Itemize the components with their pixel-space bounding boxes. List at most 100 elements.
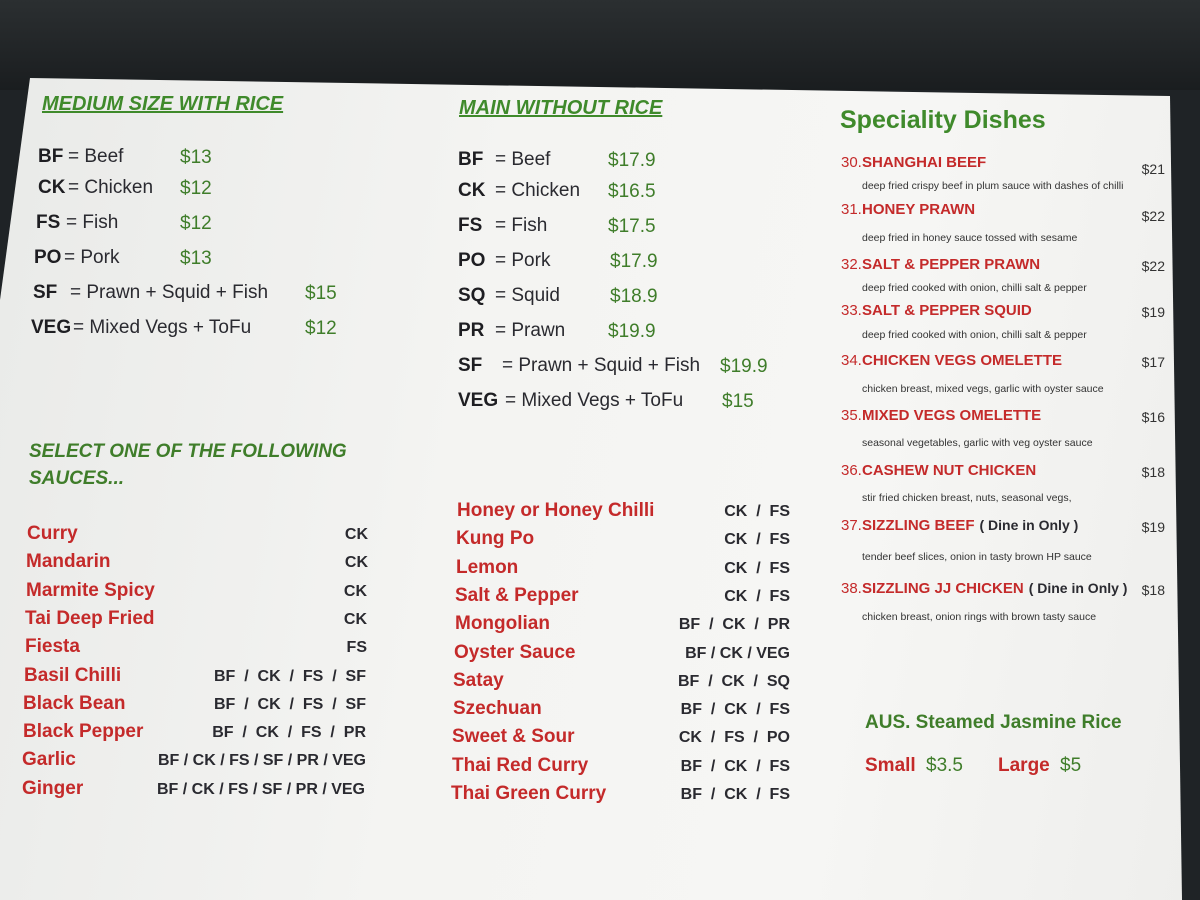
- main-item-price: $16.5: [608, 181, 656, 202]
- main-item-code: CK: [458, 180, 486, 201]
- main-item-name: = Mixed Vegs + ToFu: [505, 390, 684, 411]
- dish-number: 32.: [841, 256, 862, 273]
- dine-in-only-note: ( Dine in Only ): [979, 517, 1079, 533]
- dish-number: 35.: [841, 407, 862, 424]
- sauce-name: Basil Chilli: [24, 664, 122, 686]
- main-item-price: $19.9: [608, 321, 656, 342]
- dish-price: $22: [1141, 208, 1165, 224]
- sauce-protein-codes: BF / CK / PR: [678, 616, 790, 634]
- sauce-name: Honey or Honey Chilli: [457, 500, 655, 521]
- medium-item-name: = Prawn + Squid + Fish: [70, 282, 269, 303]
- dish-name: CHICKEN VEGS OMELETTE: [862, 352, 1063, 369]
- sauces-title-line2: SAUCES...: [29, 468, 125, 489]
- sauce-name: Fiesta: [25, 636, 80, 658]
- rice-large-label: Large: [998, 755, 1050, 776]
- sauce-protein-codes: BF / CK / FS / PR: [212, 724, 366, 742]
- main-section-title: MAIN WITHOUT RICE: [459, 97, 663, 119]
- sauce-name: Salt & Pepper: [455, 584, 579, 606]
- sauce-protein-codes: BF / CK / FS / SF: [213, 695, 366, 713]
- sauce-protein-codes: CK / FS: [724, 503, 790, 520]
- main-item-price: $19.9: [720, 356, 768, 377]
- rice-small-price: $3.5: [926, 755, 963, 776]
- sauce-name: Garlic: [22, 749, 76, 771]
- main-item-price: $15: [722, 391, 754, 412]
- main-item-code: PR: [458, 320, 485, 341]
- dish-price: $19: [1141, 304, 1165, 320]
- medium-item-name: = Fish: [66, 212, 119, 233]
- sauce-protein-codes: BF / CK / FS / SF: [213, 667, 366, 685]
- sauce-protein-codes: CK / FS: [724, 587, 790, 605]
- dish-name: SALT & PEPPER SQUID: [862, 302, 1032, 319]
- dish-number: 34.: [841, 352, 862, 369]
- main-item-price: $17.5: [608, 216, 656, 237]
- speciality-section-title: Speciality Dishes: [840, 106, 1046, 134]
- sauce-protein-codes: BF / CK / FS: [680, 701, 790, 719]
- medium-item-code: FS: [36, 212, 61, 233]
- sauce-protein-codes: BF / CK / VEG: [685, 644, 790, 662]
- medium-item-price: $12: [180, 213, 212, 234]
- dish-price: $18: [1141, 582, 1165, 598]
- medium-item-code: BF: [38, 146, 64, 167]
- sauce-protein-codes: BF / CK / FS / SF / PR / VEG: [157, 752, 366, 770]
- sauce-protein-codes: BF / CK / FS: [680, 786, 790, 803]
- dish-description: chicken breast, onion rings with brown t…: [862, 611, 1097, 623]
- dish-description: deep fried cooked with onion, chilli sal…: [862, 282, 1087, 294]
- medium-item-code: SF: [33, 282, 58, 303]
- dish-name: HONEY PRAWN: [862, 201, 976, 218]
- sauce-name: Szechuan: [453, 698, 542, 720]
- sauce-protein-codes: FS: [346, 639, 367, 657]
- dish-number: 36.: [841, 462, 862, 479]
- sauce-protein-codes: CK / FS / PO: [678, 729, 790, 747]
- medium-item-name: = Mixed Vegs + ToFu: [73, 317, 252, 338]
- medium-item-code: CK: [38, 177, 66, 198]
- main-item-price: $17.9: [610, 251, 658, 272]
- sauce-protein-codes: BF / CK / SQ: [677, 672, 790, 690]
- dish-price: $16: [1141, 409, 1165, 425]
- dish-number: 38.: [841, 580, 862, 597]
- main-item-code: SF: [458, 355, 483, 376]
- sauce-protein-codes: BF / CK / FS / SF / PR / VEG: [156, 780, 365, 798]
- dish-price: $19: [1141, 519, 1165, 535]
- dish-number: 33.: [841, 302, 862, 319]
- dish-price: $18: [1141, 464, 1165, 480]
- medium-item-price: $15: [305, 283, 337, 304]
- sauce-protein-codes: CK: [344, 554, 368, 572]
- main-item-name: = Squid: [495, 285, 560, 306]
- sauce-name: Sweet & Sour: [452, 726, 575, 748]
- sauce-protein-codes: CK / FS: [724, 559, 790, 577]
- main-item-name: = Fish: [495, 215, 548, 236]
- main-item-name: = Prawn: [495, 320, 566, 341]
- rice-small-label: Small: [865, 755, 916, 776]
- main-item-code: VEG: [458, 390, 499, 411]
- main-item-name: = Chicken: [495, 180, 581, 201]
- medium-item-price: $12: [180, 178, 212, 199]
- rice-large-price: $5: [1060, 755, 1082, 776]
- sauce-protein-codes: CK: [343, 610, 367, 628]
- dish-description: chicken breast, mixed vegs, garlic with …: [862, 383, 1104, 395]
- main-item-name: = Prawn + Squid + Fish: [502, 355, 701, 376]
- dish-name: SALT & PEPPER PRAWN: [862, 256, 1041, 273]
- sauce-name: Mongolian: [455, 613, 550, 635]
- sauce-name: Mandarin: [26, 551, 111, 573]
- dish-description: deep fried in honey sauce tossed with se…: [862, 232, 1078, 244]
- dish-number: 37.: [841, 517, 862, 534]
- dish-description: deep fried cooked with onion, chilli sal…: [862, 329, 1087, 341]
- dish-number: 31.: [841, 201, 862, 218]
- sauce-protein-codes: CK: [343, 582, 367, 600]
- sauce-protein-codes: CK / FS: [724, 531, 790, 549]
- main-item-code: SQ: [458, 285, 486, 306]
- main-item-code: PO: [458, 250, 486, 271]
- dish-description: tender beef slices, onion in tasty brown…: [862, 551, 1092, 563]
- dish-description: stir fried chicken breast, nuts, seasona…: [862, 492, 1072, 504]
- sauce-name: Tai Deep Fried: [25, 607, 155, 629]
- medium-item-name: = Beef: [68, 146, 124, 167]
- sauce-name: Lemon: [456, 556, 519, 578]
- medium-item-code: VEG: [31, 317, 72, 338]
- sauce-name: Ginger: [22, 777, 84, 799]
- medium-item-name: = Chicken: [68, 177, 154, 198]
- main-item-name: = Pork: [495, 250, 551, 271]
- dark-background: [0, 0, 1200, 90]
- dish-price: $21: [1141, 161, 1165, 177]
- sauce-name: Marmite Spicy: [26, 579, 155, 601]
